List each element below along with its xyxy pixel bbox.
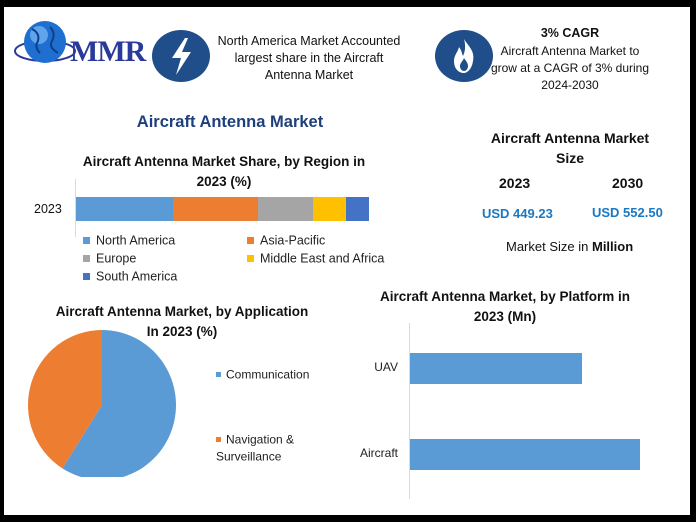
region-category-label: 2023 bbox=[34, 202, 62, 216]
main-title: Aircraft Antenna Market bbox=[136, 113, 324, 131]
region-legend-item: Europe bbox=[83, 251, 136, 266]
legend-label: Europe bbox=[96, 251, 137, 266]
size-value-2023: USD 449.23 bbox=[482, 206, 553, 221]
region-bar-segment bbox=[345, 197, 369, 221]
legend-label: Middle East and Africa bbox=[260, 251, 385, 266]
logo: MMR bbox=[12, 17, 146, 77]
legend-label: Navigation & Surveillance bbox=[216, 432, 295, 464]
application-pie-chart bbox=[27, 330, 176, 477]
legend-swatch bbox=[216, 372, 221, 378]
legend-swatch bbox=[83, 273, 90, 281]
size-value-2030: USD 552.50 bbox=[592, 205, 663, 220]
platform-category-label: Aircraft bbox=[359, 446, 398, 460]
region-legend-item: Middle East and Africa bbox=[247, 251, 384, 266]
region-chart-title: Aircraft Antenna Market Share, by Region… bbox=[82, 154, 366, 189]
header-box1-text: North America Market Accounted largest s… bbox=[217, 34, 401, 82]
platform-bar bbox=[410, 353, 582, 384]
platform-axis-line bbox=[409, 323, 410, 499]
legend-swatch bbox=[247, 237, 254, 245]
header-box2-title: 3% CAGR bbox=[540, 26, 600, 40]
application-chart-title: Aircraft Antenna Market, by Application … bbox=[55, 304, 309, 339]
application-legend-item: Communication bbox=[216, 366, 336, 383]
size-panel-title: Aircraft Antenna Market Size bbox=[490, 130, 650, 166]
size-year-2030: 2030 bbox=[612, 175, 644, 191]
globe-icon bbox=[14, 21, 76, 63]
size-note: Market Size in Million bbox=[506, 239, 633, 254]
legend-label: Communication bbox=[226, 367, 310, 382]
platform-category-label: UAV bbox=[374, 360, 398, 374]
legend-swatch bbox=[83, 237, 90, 245]
size-note-unit: Million bbox=[591, 239, 634, 254]
region-axis-line bbox=[75, 179, 76, 237]
region-legend-item: South America bbox=[83, 269, 177, 284]
flame-icon bbox=[454, 39, 474, 73]
legend-swatch bbox=[83, 255, 90, 263]
pie-slice bbox=[27, 330, 102, 469]
infographic-card: MMR North America Market Accounted large… bbox=[4, 7, 690, 515]
legend-label: North America bbox=[96, 233, 176, 248]
legend-label: Asia-Pacific bbox=[260, 233, 326, 248]
platform-chart-title: Aircraft Antenna Market, by Platform in … bbox=[379, 289, 631, 324]
legend-label: South America bbox=[96, 269, 178, 284]
size-year-2023: 2023 bbox=[499, 175, 531, 191]
flame-icon-circle bbox=[435, 30, 493, 82]
pie-slice bbox=[62, 330, 176, 477]
region-bar-segment bbox=[172, 197, 258, 221]
region-bar-segment bbox=[257, 197, 314, 221]
logo-text: MMR bbox=[70, 35, 146, 68]
region-legend-item: Asia-Pacific bbox=[247, 233, 325, 248]
region-bar-segment bbox=[313, 197, 346, 221]
region-stacked-bar bbox=[76, 197, 369, 221]
lightning-icon bbox=[172, 38, 191, 75]
region-legend-item: North America bbox=[83, 233, 175, 248]
application-legend-item: Navigation & Surveillance bbox=[216, 431, 336, 466]
legend-swatch bbox=[247, 255, 254, 263]
header-box2-text: Aircraft Antenna Market to grow at a CAG… bbox=[490, 44, 650, 92]
platform-bar bbox=[410, 439, 640, 470]
legend-swatch bbox=[216, 437, 221, 443]
region-bar-segment bbox=[76, 197, 173, 221]
size-note-prefix: Market Size in bbox=[506, 239, 592, 254]
lightning-icon-circle bbox=[152, 30, 210, 82]
